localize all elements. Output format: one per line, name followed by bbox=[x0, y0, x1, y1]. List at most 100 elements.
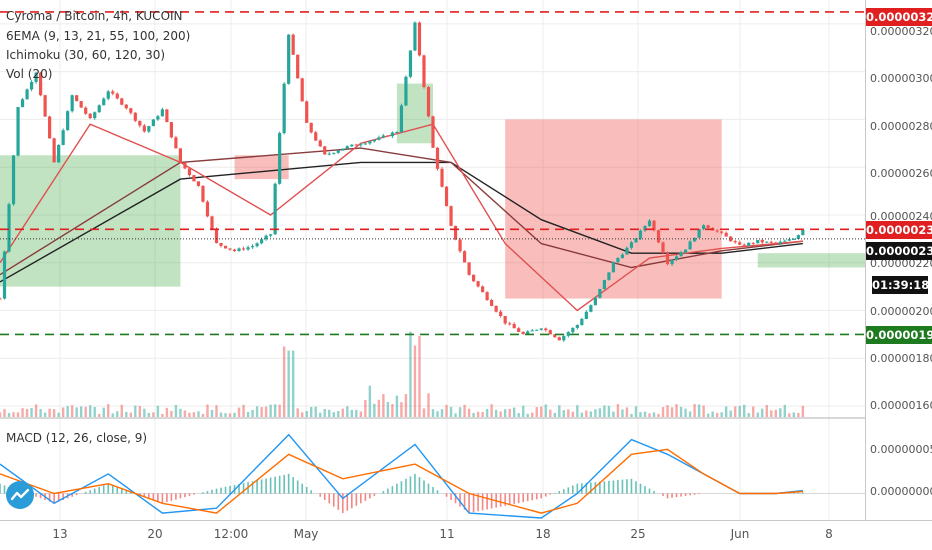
macd-pane bbox=[0, 433, 866, 519]
volume-bar bbox=[688, 411, 692, 417]
volume-bar bbox=[89, 405, 92, 417]
x-tick: 8 bbox=[825, 527, 833, 541]
macd-histogram-bar bbox=[522, 493, 525, 503]
candle-body bbox=[300, 78, 304, 102]
candle-body bbox=[359, 144, 363, 146]
volume-bar bbox=[463, 404, 466, 417]
macd-histogram-bar bbox=[175, 493, 177, 500]
volume-bar bbox=[494, 409, 498, 417]
volume-bar bbox=[594, 409, 597, 417]
volume-bar bbox=[770, 410, 773, 417]
macd-histogram-bar bbox=[621, 479, 624, 494]
candle-body bbox=[386, 135, 390, 137]
symbol-legend[interactable]: Cyroma / Bitcoin, 4h, KUCOIN bbox=[6, 9, 183, 23]
candle-body bbox=[508, 323, 512, 325]
volume-bar bbox=[657, 413, 660, 417]
candle-body bbox=[607, 272, 611, 280]
macd-histogram-bar bbox=[572, 485, 574, 494]
candle-body bbox=[688, 241, 692, 250]
volume-bar bbox=[350, 409, 354, 417]
volume-bar bbox=[458, 407, 462, 417]
candle-body bbox=[165, 109, 169, 123]
candle-body bbox=[260, 239, 264, 244]
macd-histogram-bar bbox=[513, 493, 515, 504]
volume-legend[interactable]: Vol (20) bbox=[6, 67, 53, 81]
macd-legend[interactable]: MACD (12, 26, close, 9) bbox=[6, 431, 148, 445]
logo-glyph bbox=[10, 488, 30, 501]
volume-bar bbox=[0, 412, 2, 417]
volume-bar bbox=[531, 412, 534, 417]
macd-histogram-bar bbox=[260, 479, 263, 494]
volume-bar bbox=[467, 408, 471, 417]
candle-body bbox=[720, 231, 724, 233]
candle-body bbox=[205, 201, 210, 217]
volume-bar bbox=[679, 406, 683, 417]
volume-bar bbox=[395, 395, 399, 417]
candle-body bbox=[133, 112, 137, 121]
macd-y-tick: 0.00000005 bbox=[870, 443, 932, 456]
candle-body bbox=[34, 72, 38, 82]
candles bbox=[0, 21, 805, 342]
macd-histogram-bar bbox=[116, 486, 119, 494]
macd-histogram-bar bbox=[369, 493, 371, 499]
tradingview-logo-icon[interactable] bbox=[6, 481, 34, 509]
volume-bar bbox=[801, 405, 805, 417]
macd-histogram-bar bbox=[585, 482, 588, 494]
macd-histogram-bar bbox=[238, 484, 240, 494]
volume-bar bbox=[490, 404, 493, 417]
candle-body bbox=[237, 248, 241, 251]
macd-histogram-bar bbox=[346, 493, 349, 511]
volume-bar bbox=[93, 406, 96, 417]
macd-histogram-bar bbox=[617, 480, 619, 494]
candle-body bbox=[75, 95, 79, 102]
macd-histogram-bar bbox=[662, 493, 664, 496]
macd-histogram-bar bbox=[148, 493, 150, 499]
volume-bar bbox=[84, 406, 87, 417]
candle-body bbox=[575, 324, 579, 328]
candle-body bbox=[598, 288, 602, 298]
macd-histogram-bar bbox=[603, 481, 606, 494]
candle-body bbox=[792, 238, 796, 240]
candle-body bbox=[476, 281, 480, 287]
candle-body bbox=[61, 130, 65, 145]
macd-histogram-bar bbox=[689, 493, 691, 496]
candle-body bbox=[192, 175, 196, 182]
volume-bar bbox=[675, 404, 678, 417]
ichimoku-legend[interactable]: Ichimoku (30, 60, 120, 30) bbox=[6, 48, 166, 62]
volume-bar bbox=[165, 407, 169, 417]
candle-body bbox=[426, 87, 431, 117]
macd-histogram-bar bbox=[57, 493, 60, 502]
volume-bar bbox=[233, 412, 236, 417]
macd-histogram-bar bbox=[102, 485, 105, 494]
volume-bar bbox=[314, 406, 317, 417]
candle-body bbox=[593, 297, 597, 306]
candle-body bbox=[309, 122, 313, 133]
candle-body bbox=[801, 230, 805, 236]
macd-histogram-bar bbox=[423, 480, 425, 494]
macd-histogram-bar bbox=[355, 493, 358, 506]
macd-histogram-bar bbox=[504, 493, 506, 506]
macd-histogram-bar bbox=[179, 493, 182, 499]
macd-histogram-bar bbox=[211, 489, 213, 494]
candle-body bbox=[241, 248, 246, 250]
macd-histogram-bar bbox=[468, 493, 470, 514]
ema-legend[interactable]: 6EMA (9, 13, 21, 55, 100, 200) bbox=[6, 29, 191, 43]
candle-body bbox=[111, 91, 115, 94]
candle-body bbox=[738, 242, 742, 245]
candle-body bbox=[11, 155, 16, 205]
volume-bar bbox=[639, 412, 642, 417]
candle-body bbox=[250, 246, 255, 248]
volume-bar bbox=[585, 410, 588, 417]
volume-bar bbox=[111, 413, 114, 417]
volume-bar bbox=[255, 406, 259, 417]
volume-bar bbox=[567, 409, 570, 417]
candle-body bbox=[431, 116, 435, 148]
macd-histogram-bar bbox=[481, 493, 484, 511]
volume-bar bbox=[720, 412, 723, 417]
candle-body bbox=[616, 257, 620, 263]
macd-histogram-bar bbox=[193, 493, 195, 495]
macd-histogram-bar bbox=[590, 482, 592, 494]
macd-histogram-bar bbox=[508, 493, 511, 505]
macd-histogram-bar bbox=[48, 493, 51, 502]
